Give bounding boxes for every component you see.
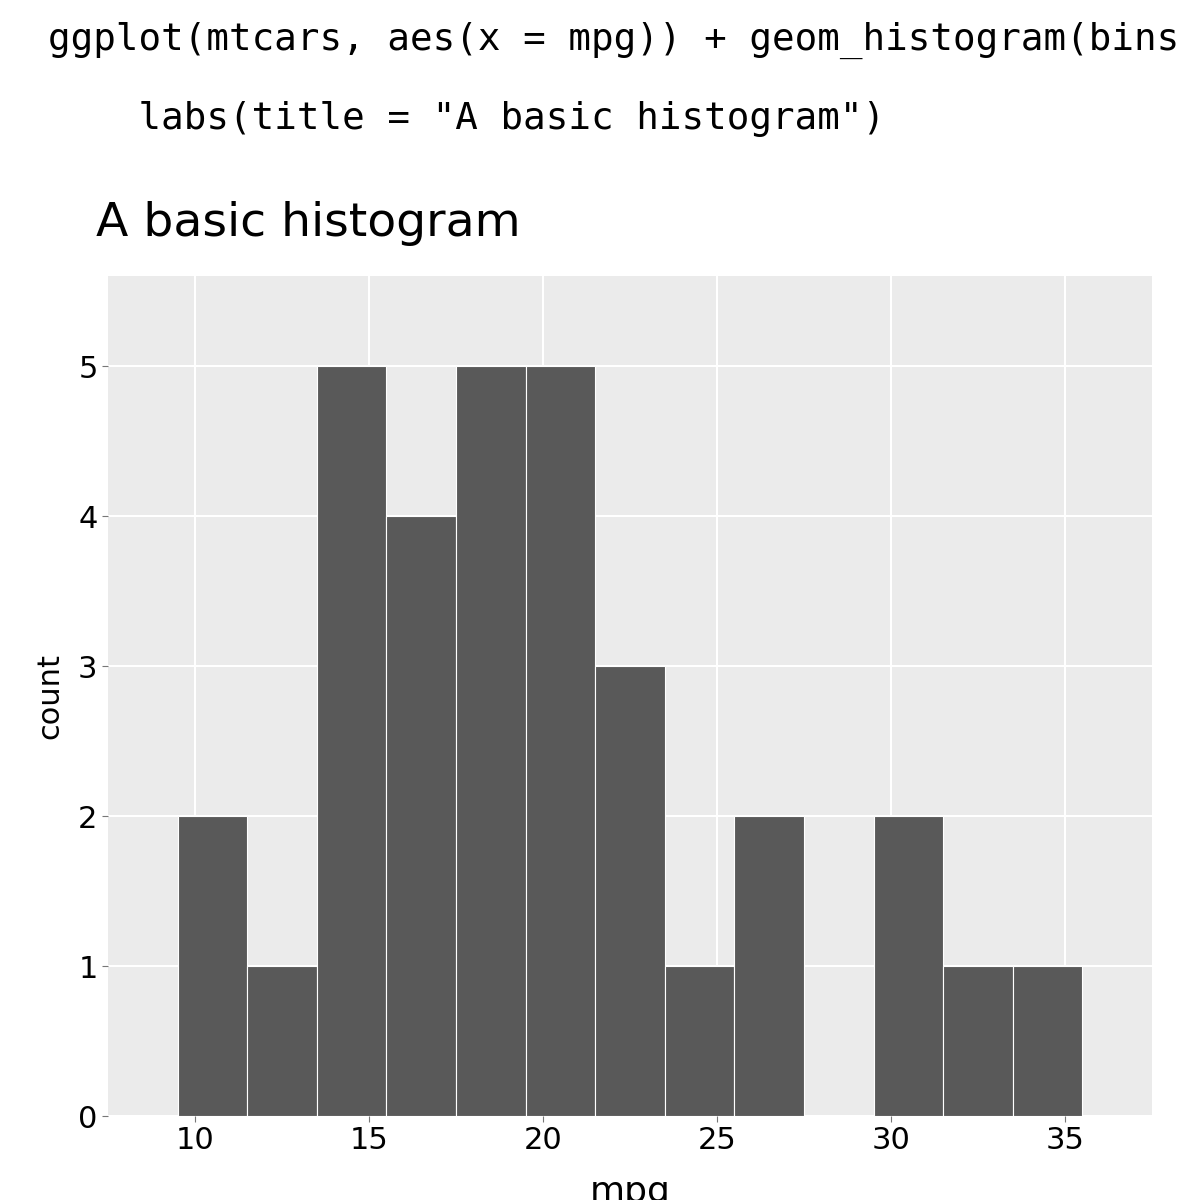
Bar — [386, 516, 456, 1116]
Bar — [178, 816, 247, 1116]
Text: A basic histogram: A basic histogram — [96, 200, 521, 246]
Bar — [874, 816, 943, 1116]
Bar — [734, 816, 804, 1116]
Bar — [1013, 966, 1082, 1116]
Text: labs(title = "A basic histogram"): labs(title = "A basic histogram") — [48, 101, 886, 137]
Text: ggplot(mtcars, aes(x = mpg)) + geom_histogram(bins: ggplot(mtcars, aes(x = mpg)) + geom_hist… — [48, 22, 1180, 59]
Bar — [943, 966, 1013, 1116]
Bar — [665, 966, 734, 1116]
X-axis label: mpg: mpg — [589, 1175, 671, 1200]
Y-axis label: count: count — [35, 653, 64, 739]
Bar — [456, 366, 526, 1116]
Bar — [595, 666, 665, 1116]
Bar — [317, 366, 386, 1116]
Bar — [247, 966, 317, 1116]
Bar — [526, 366, 595, 1116]
